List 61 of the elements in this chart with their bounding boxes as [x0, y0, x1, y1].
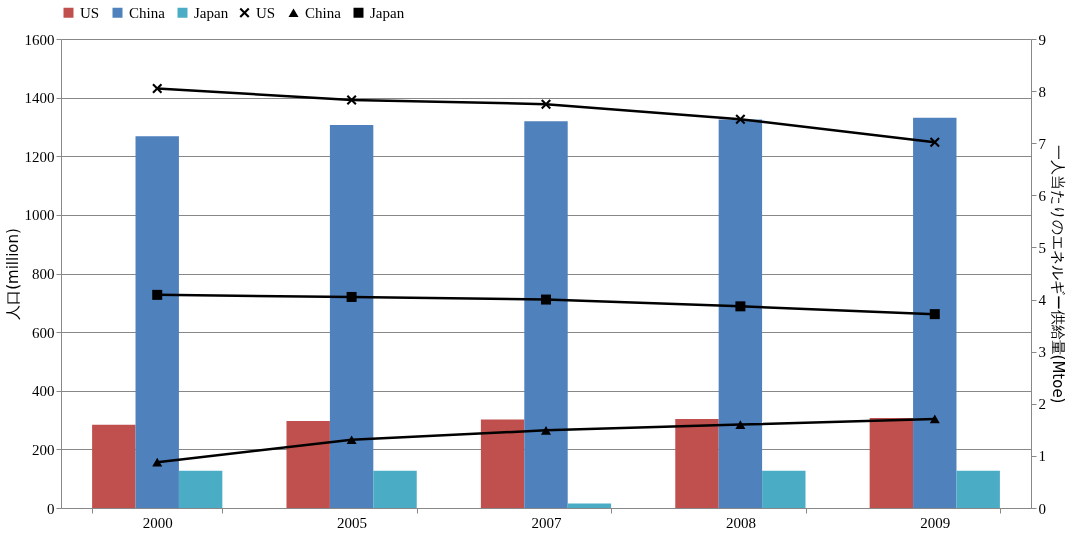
y-tick-label: 0 [47, 500, 55, 517]
point [346, 291, 357, 302]
point [929, 309, 940, 320]
y2-tick-label: 8 [1038, 83, 1046, 100]
legend-label: Japan [194, 4, 229, 21]
bar [869, 418, 914, 508]
point [735, 114, 746, 125]
y-tick-label: 1400 [24, 90, 55, 107]
x-tick-label: 2009 [920, 514, 951, 531]
legend-label: China [129, 4, 166, 21]
bar [373, 470, 417, 508]
bar [135, 136, 179, 508]
y2-tick-label: 1 [1038, 448, 1046, 465]
y-tick-label: 200 [32, 441, 55, 458]
point [929, 137, 940, 148]
bar [480, 419, 525, 508]
y2-tick-label: 9 [1038, 31, 1046, 48]
bar [762, 470, 806, 508]
point [929, 414, 940, 424]
bar [956, 470, 1000, 508]
y-tick-label: 800 [32, 266, 55, 282]
x-tick-label: 2005 [337, 514, 368, 531]
bar [286, 420, 330, 508]
bar [92, 424, 136, 508]
y2-tick-label: 7 [1038, 135, 1047, 152]
y2-tick-label: 3 [1038, 344, 1046, 361]
bar [178, 470, 223, 508]
y2-tick-label: 5 [1038, 239, 1046, 256]
y-tick-label: 1000 [24, 207, 55, 224]
y-tick-label: 400 [32, 383, 55, 400]
y2-tick-label: 4 [1038, 292, 1047, 309]
bar [718, 119, 763, 508]
y-axis-title: 人口(million) [3, 228, 22, 320]
point [152, 83, 163, 94]
bar [675, 418, 719, 508]
x-tick-label: 2007 [531, 514, 562, 531]
bar [329, 124, 374, 508]
x-tick-label: 2008 [725, 514, 756, 531]
y2-tick-label: 6 [1038, 187, 1047, 204]
legend-label: China [305, 4, 342, 21]
legend-label: US [80, 4, 100, 21]
point [346, 94, 357, 105]
point [346, 435, 357, 445]
y-tick-label: 1600 [24, 31, 55, 48]
point [541, 99, 551, 110]
point [541, 426, 551, 435]
x-tick-label: 2000 [142, 514, 173, 531]
bar [524, 121, 568, 508]
point [735, 420, 746, 429]
legend-label: Japan [370, 4, 405, 21]
bar [913, 117, 957, 508]
y-tick-label: 1200 [24, 148, 55, 165]
y2-tick-label: 2 [1038, 396, 1046, 413]
point [152, 289, 163, 300]
legend-label: US [256, 4, 276, 21]
bar [567, 503, 612, 508]
point [541, 294, 551, 305]
y-tick-label: 600 [32, 324, 55, 341]
y2-tick-label: 0 [1038, 500, 1046, 517]
point [735, 301, 746, 312]
y2-axis-title: 一人当たりのエネルギー供給量(Mtoe) [1049, 144, 1067, 404]
